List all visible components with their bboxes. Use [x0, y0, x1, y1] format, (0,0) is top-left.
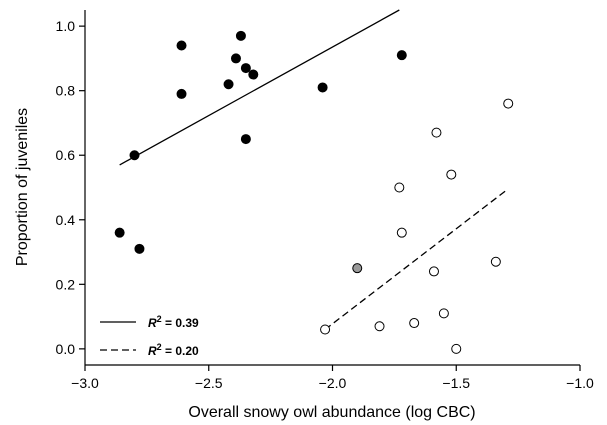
filled-circle-point-4 — [176, 88, 187, 99]
fit-lines — [119, 9, 507, 331]
x-tick-label-0: −3.0 — [71, 375, 99, 391]
fit-line-dashed — [324, 190, 507, 331]
x-tick-label-2: −2.0 — [319, 375, 347, 391]
filled-circle-point-5 — [223, 79, 234, 90]
filled-circle-point-0 — [114, 227, 125, 238]
open-circle-point-3 — [394, 182, 405, 193]
open-circle-point-9 — [374, 321, 385, 332]
open-circle-point-7 — [438, 308, 449, 319]
data-points — [114, 30, 514, 354]
open-circle-point-11 — [451, 343, 462, 354]
y-tick-label-0: 0.0 — [56, 341, 76, 357]
filled-circle-point-8 — [240, 63, 251, 74]
legend-dashed-label: R2 = 0.20 — [148, 342, 199, 358]
y-axis-title: Proportion of juveniles — [14, 108, 31, 266]
legend-solid-value: = 0.39 — [162, 316, 199, 330]
y-ticks: 0.0 0.2 0.4 0.6 0.8 1.0 — [56, 18, 85, 357]
legend-solid-label: R2 = 0.39 — [148, 314, 199, 330]
open-circle-point-4 — [396, 227, 407, 238]
filled-circle-point-2 — [129, 150, 140, 161]
open-circle-point-0 — [503, 98, 514, 109]
open-circle-point-10 — [320, 324, 331, 335]
filled-circle-point-9 — [248, 69, 259, 80]
legend-solid-sup: 2 — [157, 314, 162, 324]
filled-circle-point-1 — [134, 243, 145, 254]
legend-dashed-r: R — [148, 344, 157, 358]
filled-circle-point-3 — [176, 40, 187, 51]
filled-circle-point-6 — [230, 53, 241, 64]
legend-dashed-sup: 2 — [157, 342, 162, 352]
filled-circle-point-10 — [240, 134, 251, 145]
open-circle-point-2 — [446, 169, 457, 180]
filled-circle-point-11 — [317, 82, 328, 93]
open-circle-point-1 — [431, 127, 442, 138]
y-tick-label-2: 0.4 — [56, 212, 76, 228]
x-tick-label-4: −1.0 — [566, 375, 594, 391]
open-circle-point-5 — [428, 266, 439, 277]
x-ticks: −3.0 −2.5 −2.0 −1.5 −1.0 — [71, 365, 594, 391]
legend-solid-r: R — [148, 316, 157, 330]
x-tick-label-1: −2.5 — [195, 375, 223, 391]
x-tick-label-3: −1.5 — [442, 375, 470, 391]
y-tick-label-4: 0.8 — [56, 83, 76, 99]
x-axis-title: Overall snowy owl abundance (log CBC) — [188, 404, 475, 421]
y-tick-label-5: 1.0 — [56, 18, 76, 34]
legend-dashed-value: = 0.20 — [162, 344, 199, 358]
legend: R2 = 0.39 R2 = 0.20 — [100, 314, 199, 358]
gray-circle-point-0 — [352, 263, 363, 274]
y-tick-label-3: 0.6 — [56, 147, 76, 163]
open-circle-point-8 — [409, 318, 420, 329]
filled-circle-point-7 — [235, 30, 246, 41]
filled-circle-point-12 — [396, 50, 407, 61]
fit-line-solid — [119, 9, 400, 166]
open-circle-point-6 — [490, 256, 501, 267]
y-tick-label-1: 0.2 — [56, 276, 76, 292]
